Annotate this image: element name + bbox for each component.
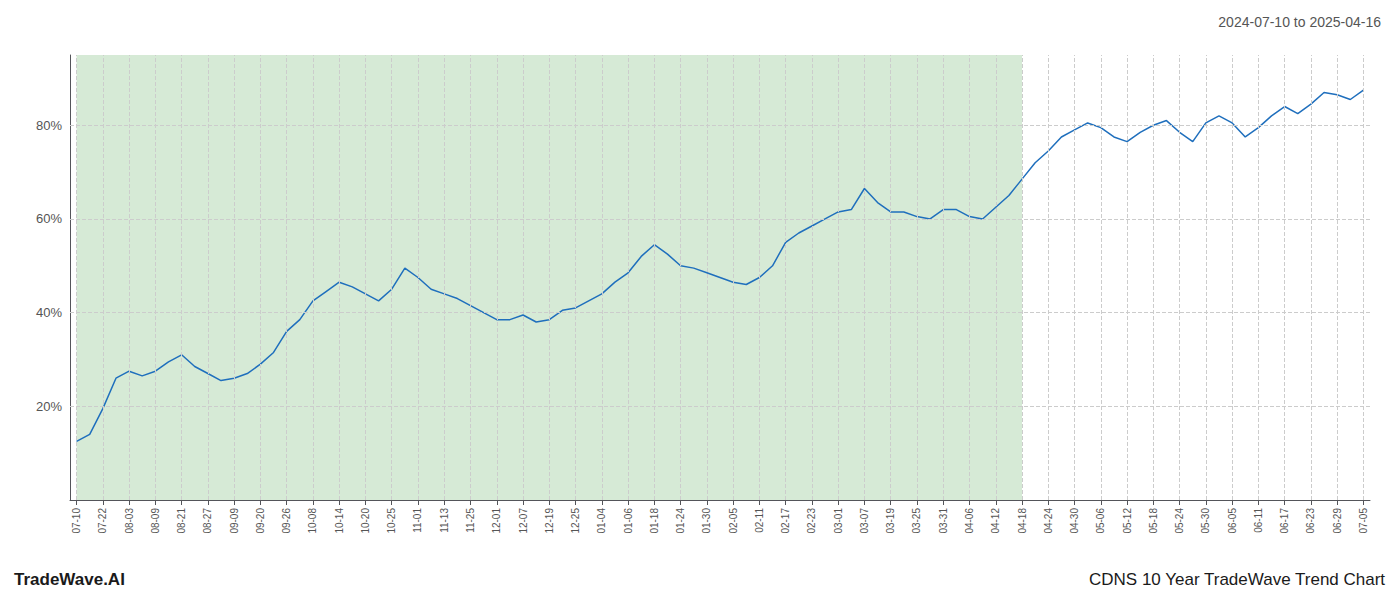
svg-text:05-06: 05-06 <box>1095 508 1106 534</box>
svg-text:02-17: 02-17 <box>780 508 791 534</box>
svg-text:07-05: 07-05 <box>1358 508 1369 534</box>
svg-text:01-06: 01-06 <box>623 508 634 534</box>
svg-text:05-30: 05-30 <box>1200 508 1211 534</box>
svg-text:11-13: 11-13 <box>439 508 450 533</box>
svg-text:08-21: 08-21 <box>176 508 187 534</box>
svg-text:01-24: 01-24 <box>675 508 686 534</box>
svg-text:TradeWave.AI: TradeWave.AI <box>14 570 125 589</box>
svg-text:11-25: 11-25 <box>465 508 476 533</box>
svg-text:09-09: 09-09 <box>229 508 240 534</box>
svg-text:40%: 40% <box>36 305 62 320</box>
svg-text:80%: 80% <box>36 118 62 133</box>
svg-text:04-12: 04-12 <box>990 508 1001 534</box>
svg-text:03-07: 03-07 <box>859 508 870 534</box>
svg-text:03-19: 03-19 <box>885 508 896 534</box>
svg-text:04-06: 04-06 <box>964 508 975 534</box>
svg-text:10-08: 10-08 <box>307 508 318 534</box>
svg-text:08-09: 08-09 <box>150 508 161 534</box>
svg-text:04-30: 04-30 <box>1069 508 1080 534</box>
svg-text:04-24: 04-24 <box>1043 508 1054 534</box>
svg-text:08-27: 08-27 <box>202 508 213 534</box>
svg-text:06-11: 06-11 <box>1253 508 1264 533</box>
svg-text:12-19: 12-19 <box>544 508 555 534</box>
svg-text:11-01: 11-01 <box>412 508 423 533</box>
svg-text:01-30: 01-30 <box>701 508 712 534</box>
svg-text:03-25: 03-25 <box>911 508 922 534</box>
svg-text:06-23: 06-23 <box>1305 508 1316 534</box>
svg-text:03-01: 03-01 <box>833 508 844 534</box>
svg-text:60%: 60% <box>36 211 62 226</box>
svg-text:2024-07-10 to 2025-04-16: 2024-07-10 to 2025-04-16 <box>1218 14 1381 30</box>
svg-text:02-05: 02-05 <box>728 508 739 534</box>
svg-text:08-03: 08-03 <box>124 508 135 534</box>
svg-text:05-12: 05-12 <box>1122 508 1133 534</box>
svg-text:09-26: 09-26 <box>281 508 292 534</box>
svg-text:CDNS 10 Year TradeWave Trend C: CDNS 10 Year TradeWave Trend Chart <box>1089 570 1385 589</box>
svg-text:01-04: 01-04 <box>596 508 607 534</box>
svg-text:12-07: 12-07 <box>518 508 529 534</box>
svg-text:09-20: 09-20 <box>255 508 266 534</box>
svg-text:05-24: 05-24 <box>1174 508 1185 534</box>
svg-text:02-23: 02-23 <box>806 508 817 534</box>
svg-text:10-14: 10-14 <box>334 508 345 534</box>
svg-text:10-20: 10-20 <box>360 508 371 534</box>
svg-text:05-18: 05-18 <box>1148 508 1159 534</box>
svg-text:06-05: 06-05 <box>1227 508 1238 534</box>
svg-text:06-17: 06-17 <box>1279 508 1290 534</box>
svg-text:07-10: 07-10 <box>71 508 82 534</box>
svg-text:06-29: 06-29 <box>1332 508 1343 534</box>
svg-text:12-25: 12-25 <box>570 508 581 534</box>
svg-text:04-18: 04-18 <box>1017 508 1028 534</box>
svg-text:02-11: 02-11 <box>754 508 765 533</box>
svg-text:20%: 20% <box>36 399 62 414</box>
svg-text:01-18: 01-18 <box>649 508 660 534</box>
svg-text:10-25: 10-25 <box>386 508 397 534</box>
svg-text:12-01: 12-01 <box>491 508 502 534</box>
svg-text:07-22: 07-22 <box>97 508 108 534</box>
svg-text:03-31: 03-31 <box>938 508 949 534</box>
